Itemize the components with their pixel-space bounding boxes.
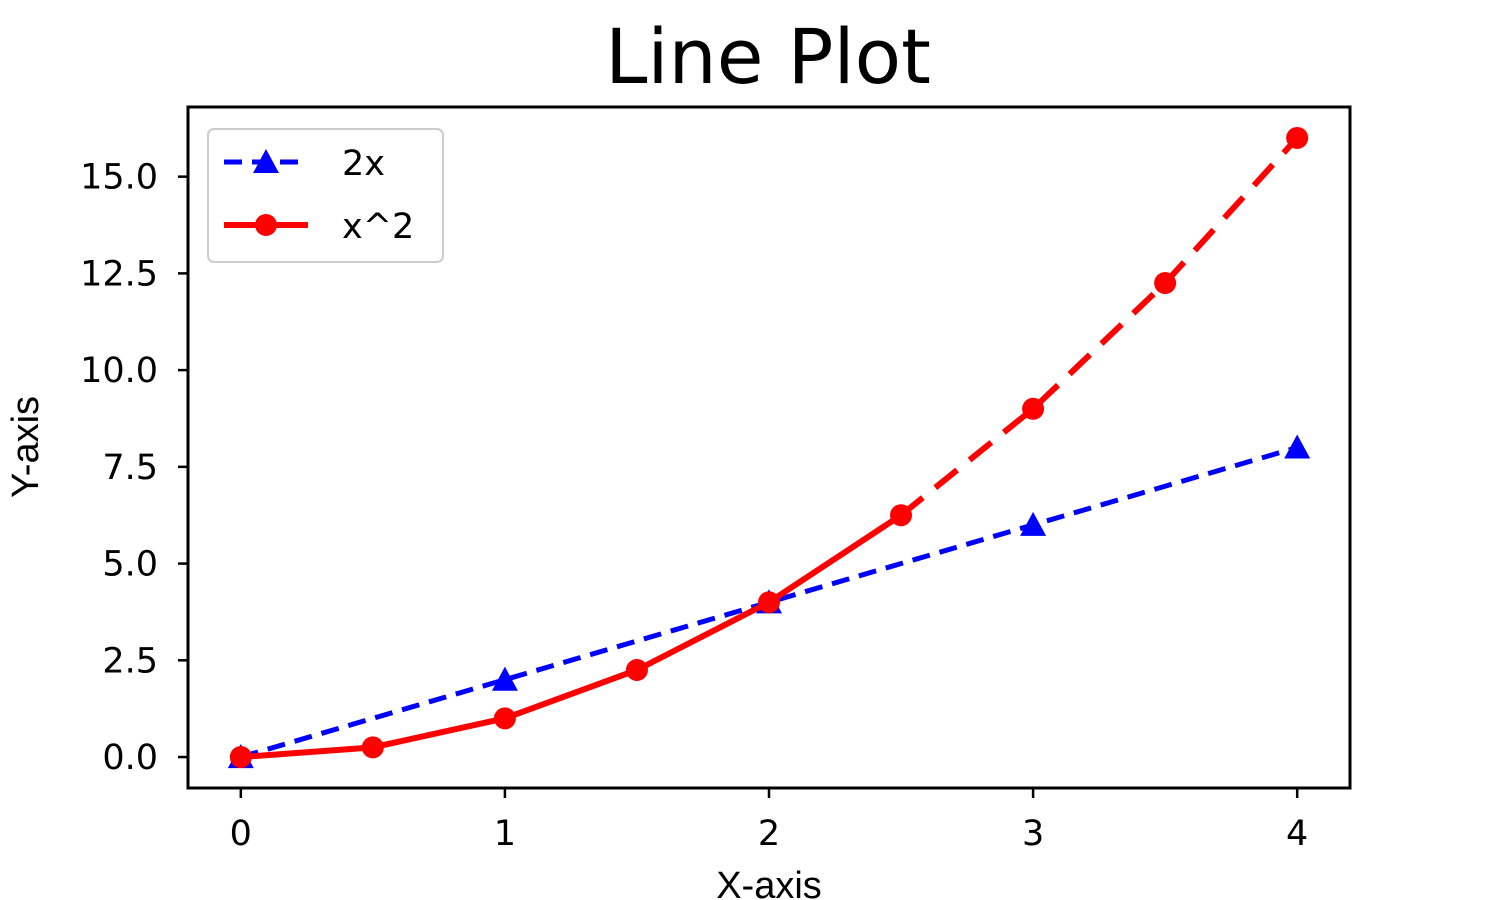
series-x-squared-point: [229, 746, 252, 769]
y-tick-label: 5.0: [102, 545, 158, 585]
series-x-squared-point: [493, 707, 516, 730]
x-axis-ticks: 0 1 2 3 4: [230, 788, 1308, 854]
series-x-squared-point: [625, 658, 648, 681]
series-layer: [227, 126, 1311, 769]
series-2x-point: [1020, 511, 1047, 536]
legend-x-squared-marker: [255, 214, 277, 236]
y-tick-label: 12.5: [80, 254, 158, 294]
y-tick-label: 2.5: [102, 641, 158, 681]
legend-2x-label: 2x: [342, 144, 385, 184]
series-x-squared-point: [1154, 272, 1177, 295]
y-tick-label: 7.5: [102, 448, 158, 488]
x-tick-label: 0: [230, 814, 252, 854]
series-x-squared-point: [1022, 397, 1045, 420]
chart-title: Line Plot: [605, 12, 931, 101]
series-2x-point: [491, 666, 518, 691]
series-x-squared-point: [1286, 126, 1309, 149]
legend-x-squared-label: x^2: [342, 207, 414, 247]
series-2x-point: [1284, 434, 1311, 459]
series-x-squared-line-dashed: [899, 135, 1300, 518]
y-tick-label: 15.0: [80, 158, 158, 198]
y-tick-label: 10.0: [80, 351, 158, 391]
series-x-squared-point: [361, 736, 384, 759]
x-tick-label: 1: [494, 814, 516, 854]
x-tick-label: 2: [758, 814, 780, 854]
legend-items: 2x x^2: [224, 144, 414, 247]
x-tick-label: 3: [1022, 814, 1044, 854]
series-x-squared-point: [890, 504, 913, 527]
y-tick-label: 0.0: [102, 738, 158, 778]
x-axis-label: X-axis: [716, 865, 822, 900]
y-axis-label: Y-axis: [5, 396, 47, 498]
series-x-squared-line-solid: [240, 512, 903, 761]
legend-2x-marker: [253, 149, 279, 174]
series-x-squared-point: [758, 591, 780, 614]
legend: 2x x^2: [207, 128, 444, 263]
y-axis-ticks: 0.0 2.5 5.0 7.5 10.0 12.5 15.0: [80, 158, 188, 778]
series-x-squared: [229, 126, 1309, 769]
x-tick-label: 4: [1286, 814, 1308, 854]
series-2x-line: [240, 445, 1298, 760]
